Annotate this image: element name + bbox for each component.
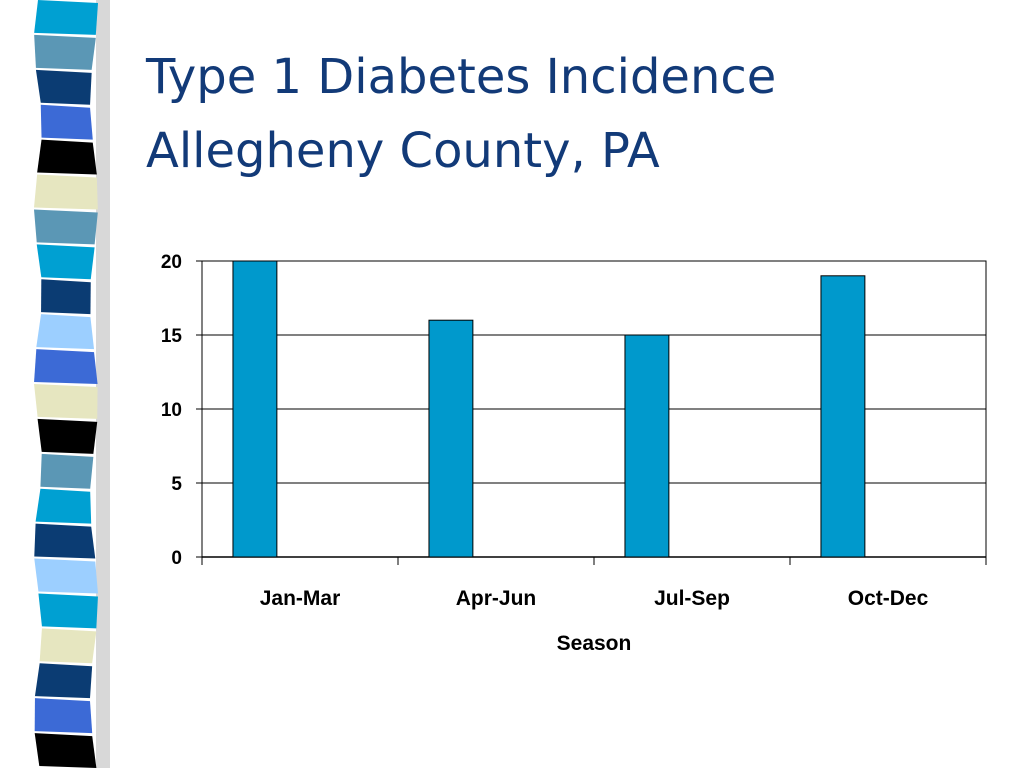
stripe-band [37,139,97,175]
bar [624,334,670,558]
y-tick-label: 15 [161,326,183,347]
slide-title-line-2: Allegheny County, PA [146,123,660,179]
stripe-band [34,733,97,768]
stripe-band [41,279,91,315]
stripe-band [35,69,92,105]
bar [232,260,278,558]
stripe-band [34,558,98,594]
stripe-band [39,628,97,664]
x-tick-label: Apr-Jun [456,587,537,610]
x-tick-label: Jan-Mar [260,587,341,610]
decorative-stripe-border [0,0,120,768]
stripe-band [37,418,98,454]
y-tick-label: 5 [171,474,182,495]
stripe-band [34,523,96,559]
x-tick-label: Jul-Sep [654,587,730,610]
stripe-band [34,34,96,70]
bar [428,319,474,558]
stripe-band [34,663,93,699]
stripe-band [34,0,98,35]
stripe-band [36,314,95,350]
stripe-band [34,384,98,419]
stripe-band [34,349,98,384]
stripe-shadow [96,0,110,768]
stripe-band [38,593,98,629]
slide-title: Type 1 Diabetes Incidence Allegheny Coun… [146,40,776,188]
y-tick-label: 10 [161,400,182,421]
stripe-band [36,244,95,280]
x-tick-label: Oct-Dec [848,587,929,610]
bar [820,275,866,558]
stripe-band [40,453,94,489]
y-tick-label: 20 [161,252,182,273]
slide-title-line-1: Type 1 Diabetes Incidence [146,49,777,105]
stripe-band [34,209,98,245]
stripe-band [34,698,93,734]
stripe-band [40,104,93,140]
x-axis-title: Season [557,632,632,655]
stripe-band [34,174,98,210]
stripe-band [35,488,92,524]
y-tick-label: 0 [171,548,182,569]
